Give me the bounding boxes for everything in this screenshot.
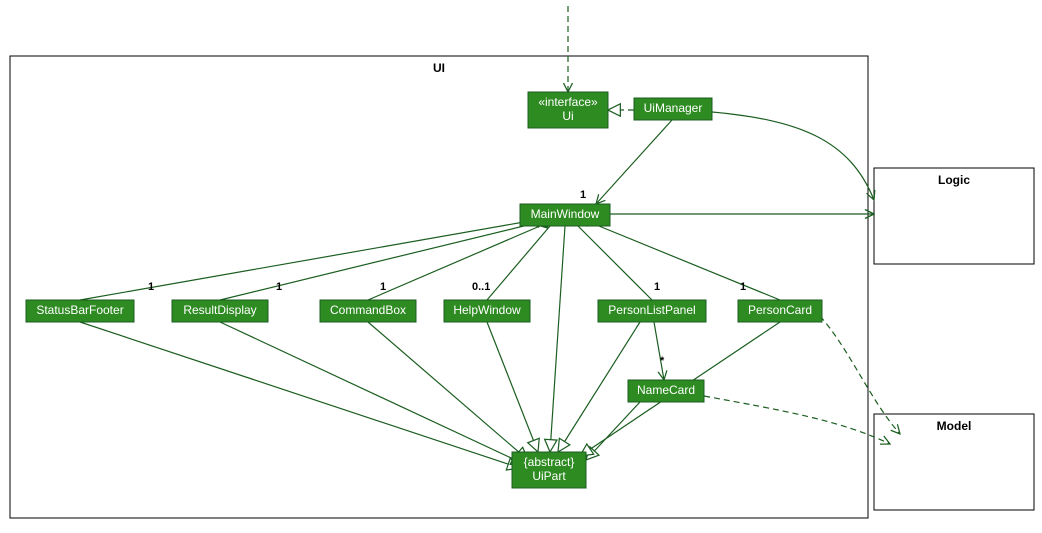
class-label-personcard-0: PersonCard bbox=[748, 303, 812, 317]
package-label-ui: UI bbox=[433, 61, 445, 75]
class-label-uipart-0: {abstract} bbox=[524, 455, 575, 469]
uml-diagram: UI Logic Model «interface»Ui UiManager MainW… bbox=[0, 0, 1042, 533]
packages-layer: UI Logic Model bbox=[10, 56, 1034, 518]
class-label-mainwindow-0: MainWindow bbox=[531, 207, 600, 221]
class-label-uipart-1: UiPart bbox=[532, 469, 566, 483]
multiplicity-1: 1 bbox=[148, 281, 154, 293]
package-label-logic: Logic bbox=[938, 173, 970, 187]
multiplicity-4: 0..1 bbox=[472, 281, 490, 293]
multiplicity-7: * bbox=[660, 355, 665, 367]
multiplicity-2: 1 bbox=[276, 281, 282, 293]
multiplicity-3: 1 bbox=[380, 281, 386, 293]
class-label-cmdbox-0: CommandBox bbox=[330, 303, 406, 317]
class-label-uimanager-0: UiManager bbox=[644, 101, 703, 115]
class-label-ui_if-1: Ui bbox=[562, 109, 573, 123]
class-label-namecard-0: NameCard bbox=[637, 383, 695, 397]
class-label-helpwin-0: HelpWindow bbox=[453, 303, 521, 317]
class-label-personlist-0: PersonListPanel bbox=[608, 303, 695, 317]
class-label-statusbar-0: StatusBarFooter bbox=[36, 303, 123, 317]
multiplicity-0: 1 bbox=[580, 189, 586, 201]
class-label-ui_if-0: «interface» bbox=[538, 95, 598, 109]
multiplicity-5: 1 bbox=[654, 281, 660, 293]
package-label-model: Model bbox=[937, 419, 972, 433]
multiplicity-6: 1 bbox=[740, 281, 746, 293]
class-label-resultdisp-0: ResultDisplay bbox=[183, 303, 256, 317]
